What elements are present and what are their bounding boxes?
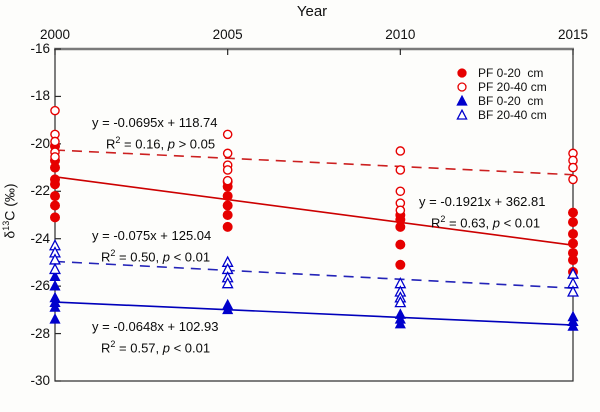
legend-item: BF 0-20 cm [456,94,547,108]
y-tick-label: -16 [30,41,50,56]
y-axis-title-superscript: 13 [1,220,11,231]
data-point [222,209,233,220]
x-tick-label: 2000 [39,27,71,42]
equation-pf-20-40: y = -0.0695x + 118.74 R2 = 0.16, p > 0.0… [92,115,218,152]
regression-line [54,176,574,246]
data-point [50,105,60,116]
regression-line [54,149,574,176]
legend-item: BF 20-40 cm [456,108,547,122]
y-tick-label: -18 [30,88,50,104]
equation-text: y = -0.075x + 125.04 [92,228,212,243]
equation-pf-0-20: y = -0.1921x + 362.81 R2 = 0.63, p < 0.0… [419,194,545,231]
y-tick-label: -22 [30,183,50,199]
data-point [50,162,61,173]
circle-open-icon [457,82,467,92]
equation-stats: R2 = 0.50, p < 0.01 [101,247,211,264]
legend-label: PF 0-20 cm [478,66,544,80]
legend-label: BF 20-40 cm [478,108,547,122]
data-point [567,285,579,297]
data-point [50,212,61,223]
data-point [567,320,579,331]
data-point [222,129,233,140]
data-point [50,179,61,190]
equation-text: y = -0.0648x + 102.93 [92,319,219,334]
legend-item: PF 0-20 cm [456,66,547,80]
circle-filled-icon [457,68,467,78]
data-point [222,165,233,175]
data-point [568,174,578,185]
x-axis-title: Year [296,3,328,20]
equation-text: y = -0.0695x + 118.74 [92,115,218,130]
data-point [50,152,60,162]
data-point [568,255,579,266]
data-point [568,238,579,249]
data-point [395,205,406,216]
equation-text: y = -0.1921x + 362.81 [419,194,546,209]
data-point [395,221,406,232]
legend-label: BF 0-20 cm [478,94,544,108]
equation-stats: R2p = 0.57, p < 0.01 [101,338,211,355]
data-point [222,221,233,232]
data-point [49,279,61,291]
data-point [221,276,234,289]
regression-line [54,301,574,326]
x-tick-label: 2010 [385,27,416,42]
data-point [394,317,406,329]
legend-label: PF 20-40 cm [478,80,547,94]
x-tick-label: 2005 [212,27,243,42]
data-point [568,228,579,239]
data-point [394,295,407,308]
legend: PF 0-20 cm PF 20-40 cm BF 0-20 cm BF 20-40 … [456,66,547,122]
data-point [395,259,406,270]
data-point [49,262,61,275]
data-point [50,200,61,211]
data-point [49,313,61,324]
data-point [222,200,233,211]
y-tick-label: -24 [30,230,50,246]
equation-stats: R2 = 0.63, p < 0.01 [431,213,541,230]
data-point [49,301,61,312]
data-point [50,136,60,147]
y-tick-label: -26 [30,278,50,294]
equation-bf-20-40: y = -0.075x + 125.04 R2 = 0.50, p < 0.01 [92,228,211,265]
y-tick-label: -20 [30,135,50,151]
regression-line [54,260,574,289]
equation-stats: R2 = 0.16, p > 0.05 [106,134,216,151]
data-point [568,162,578,173]
x-tick-label: 2015 [557,27,589,42]
data-point [222,191,233,202]
data-point [222,175,233,186]
triangle-filled-icon [456,95,468,106]
data-point [568,207,579,218]
triangle-open-icon [456,109,468,120]
data-point [395,186,406,197]
equation-bf-0-20: y = -0.0648x + 102.93 R2p = 0.57, p < 0.… [92,319,218,356]
data-point [568,217,579,228]
data-point [395,146,406,156]
y-tick-label: -28 [30,325,50,341]
legend-item: PF 20-40 cm [456,80,547,94]
data-point [395,239,406,250]
data-point [395,165,406,175]
y-tick-label: -30 [30,373,50,388]
data-point [222,148,233,159]
data-point [50,191,61,202]
data-point [222,303,234,315]
